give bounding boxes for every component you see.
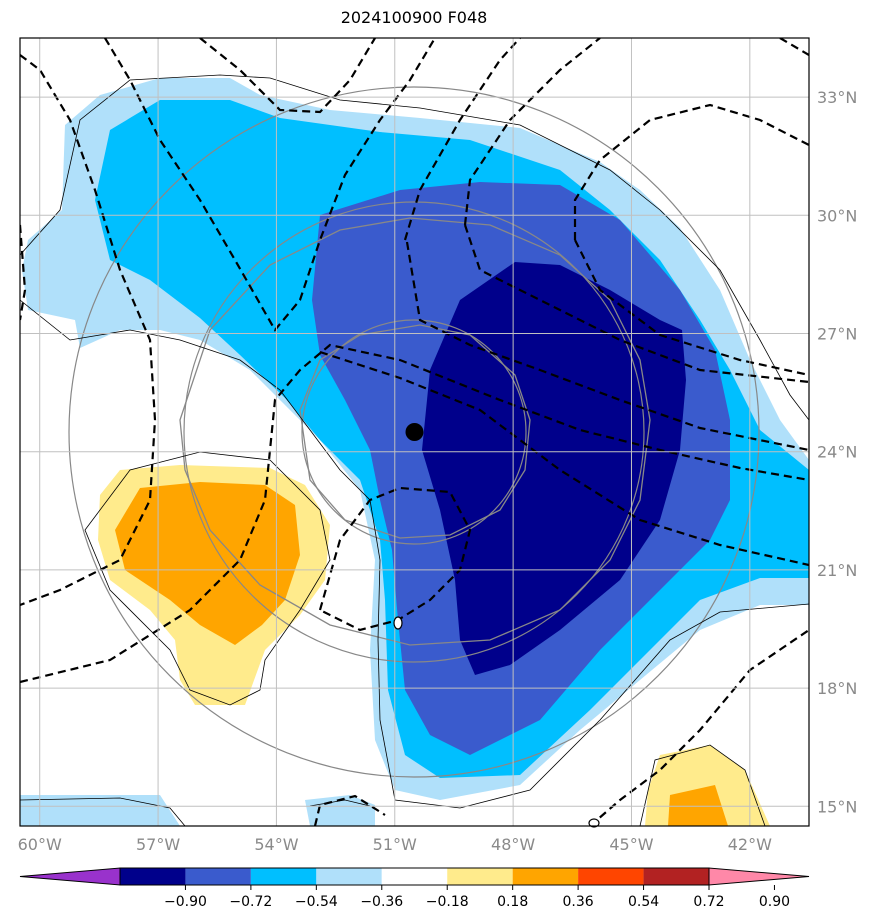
colorbar-label: −0.72 bbox=[229, 894, 272, 910]
thin-contour-6 bbox=[639, 744, 766, 826]
lat-tick-label: 18°N bbox=[817, 679, 857, 698]
range-ring-3 bbox=[68, 86, 760, 778]
colorbar-label: −0.36 bbox=[360, 894, 403, 910]
map-frame bbox=[19, 37, 810, 827]
colorbar-label: 0.54 bbox=[628, 894, 659, 910]
lon-tick-label: 45°W bbox=[609, 835, 653, 854]
lon-tick-label: 42°W bbox=[728, 835, 772, 854]
colorbar-label: 0.36 bbox=[563, 894, 594, 910]
colorbar-label: 0.90 bbox=[759, 894, 790, 910]
thin-contour-2 bbox=[20, 299, 809, 809]
range-ring-2 bbox=[183, 201, 645, 663]
lat-tick-label: 30°N bbox=[817, 206, 857, 225]
dashed-contour-14 bbox=[589, 629, 809, 826]
colorbar-segment bbox=[643, 868, 709, 885]
colorbar-frame bbox=[119, 867, 710, 886]
contour-label-mark bbox=[393, 616, 403, 630]
shade-light-blue-sw bbox=[20, 795, 180, 826]
lon-tick-label: 57°W bbox=[136, 835, 180, 854]
thin-contour-4 bbox=[20, 797, 186, 826]
colorbar-segment bbox=[578, 868, 644, 885]
thin-contour-3 bbox=[84, 451, 331, 706]
colorbar-label: −0.90 bbox=[164, 894, 207, 910]
dashed-contour-1 bbox=[20, 54, 157, 607]
dashed-contour-6 bbox=[318, 486, 472, 632]
colorbar-segment bbox=[185, 868, 251, 885]
storm-center-marker bbox=[405, 423, 424, 441]
dashed-contour-16 bbox=[779, 38, 809, 56]
lon-tick-label: 60°W bbox=[18, 835, 62, 854]
lon-tick-label: 54°W bbox=[254, 835, 298, 854]
colorbar-label: −0.18 bbox=[426, 894, 469, 910]
colorbar-segment bbox=[250, 868, 317, 885]
contour-label-mark-south bbox=[588, 818, 600, 828]
colorbar-segment bbox=[447, 868, 513, 885]
dashed-contour-7 bbox=[319, 350, 809, 567]
map-title: 2024100900 F048 bbox=[340, 8, 488, 27]
dashed-contour-15 bbox=[313, 794, 386, 826]
range-ring-1 bbox=[301, 319, 527, 545]
dashed-contour-4 bbox=[20, 224, 27, 321]
lat-tick-label: 21°N bbox=[817, 561, 857, 580]
dashed-contour-11 bbox=[463, 224, 809, 384]
colorbar-label: 0.18 bbox=[497, 894, 528, 910]
colorbar-segment bbox=[512, 868, 579, 885]
dashed-contour-9 bbox=[463, 38, 601, 226]
lat-tick-label: 33°N bbox=[817, 88, 857, 107]
colorbar-segment bbox=[316, 868, 382, 885]
colorbar-segment bbox=[120, 868, 186, 885]
range-rings bbox=[68, 86, 760, 778]
lon-tick-label: 51°W bbox=[373, 835, 417, 854]
dashed-contour-13 bbox=[574, 239, 809, 377]
shade-orange bbox=[115, 482, 300, 645]
dashed-contour-8 bbox=[403, 38, 521, 241]
lat-tick-labels: 15°N 18°N 21°N 24°N 27°N 30°N 33°N bbox=[817, 88, 857, 816]
colorbar-label: −0.54 bbox=[295, 894, 338, 910]
thin-contour-1 bbox=[20, 74, 809, 421]
lon-tick-labels: 60°W 57°W 54°W 51°W 48°W 45°W 42°W bbox=[18, 835, 772, 854]
lat-tick-label: 15°N bbox=[817, 797, 857, 816]
dashed-contour-3 bbox=[199, 38, 376, 114]
map-area bbox=[20, 38, 809, 826]
thin-contour-5 bbox=[309, 799, 371, 807]
colorbar-extend-low bbox=[19, 867, 121, 886]
track-polygon-outer bbox=[179, 217, 651, 646]
dashed-contour-12 bbox=[573, 103, 809, 240]
lat-tick-label: 24°N bbox=[817, 443, 857, 462]
shade-navy bbox=[422, 262, 686, 675]
dashed-contour-10 bbox=[405, 241, 809, 452]
colorbar-extend-high bbox=[708, 867, 810, 886]
dashed-contour-2 bbox=[104, 38, 436, 332]
colorbar-label: 0.72 bbox=[693, 894, 724, 910]
dashed-contour-5 bbox=[20, 343, 809, 684]
colorbar: −0.90 −0.72 −0.54 −0.36 −0.18 0.18 0.36 0.54 0.7… bbox=[19, 867, 810, 910]
lon-tick-label: 48°W bbox=[491, 835, 535, 854]
grid-lines bbox=[20, 38, 809, 826]
thin-contours bbox=[20, 74, 809, 826]
colorbar-segment bbox=[381, 868, 448, 885]
shade-orange-se bbox=[668, 785, 728, 826]
lat-tick-label: 27°N bbox=[817, 325, 857, 344]
dashed-contours bbox=[20, 38, 809, 826]
